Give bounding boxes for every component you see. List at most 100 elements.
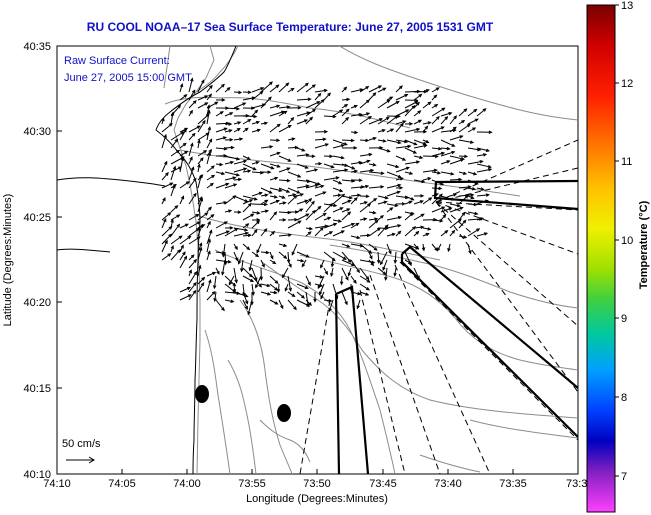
current-vector-head [258,191,263,196]
current-vector-head [208,138,213,143]
current-vector-head [203,150,208,154]
current-vector-head [211,290,216,295]
current-vector [395,85,403,93]
current-vector [170,139,178,149]
current-vector-head [187,294,192,298]
current-vector [467,228,480,237]
current-vector-head [299,208,304,212]
current-vector [188,282,197,293]
current-vector [359,283,370,291]
current-vector [368,227,381,237]
current-vector [161,134,167,149]
current-vector-head [358,178,363,182]
current-vector [215,259,231,263]
current-vector [170,150,180,157]
current-vector [368,220,379,229]
current-vector [206,183,214,189]
current-vector-head [273,290,278,295]
current-vector [413,102,420,109]
current-vector [215,111,224,117]
current-vector [197,175,202,189]
current-vector-head [172,165,177,170]
current-vector-head [401,202,406,206]
current-vector [377,147,390,152]
current-vector-head [285,82,290,87]
current-vector [350,235,360,239]
current-vector [269,163,280,168]
current-vector-head [196,236,201,240]
current-vector-head [207,238,211,243]
current-vector-head [238,90,243,95]
current-vector [206,291,216,301]
y-ticks [57,45,62,475]
y-tick-label: 40:25 [23,212,51,224]
current-vector-head [389,207,394,211]
current-vector-head [412,150,418,154]
current-vector [440,230,448,237]
current-vector-head [237,177,243,182]
current-vector [260,96,272,109]
current-vector [260,146,273,149]
current-vector-head [425,89,430,93]
current-vector-head [347,272,352,277]
current-vector [350,88,363,93]
y-tick-label: 40:20 [23,297,51,309]
current-vector-head [470,195,475,199]
current-vector-head [223,127,228,131]
current-vector [287,187,300,194]
current-vector-head [452,126,457,131]
current-vector-head [350,138,355,143]
current-vector [206,110,210,125]
current-vector-head [306,303,311,307]
current-vector [179,245,184,253]
current-vector [224,251,227,265]
current-vector [179,157,184,173]
current-vector-head [381,129,386,133]
current-vector [341,267,349,280]
current-vector [359,139,369,142]
current-vector-head [260,87,265,91]
current-vector-head [390,128,395,132]
current-vector [386,191,400,197]
current-vector [404,105,415,117]
current-vector [179,143,187,149]
current-vector-head [433,168,438,173]
current-vector [197,196,203,205]
current-vector [314,206,321,213]
current-vector-head [488,130,493,135]
current-vector [269,123,281,133]
current-vector-head [256,211,261,215]
current-vector [242,155,251,160]
current-vector-head [404,94,409,98]
current-vector [251,192,262,197]
current-vector [359,99,370,109]
current-vector [287,194,296,197]
current-vector-head [242,102,247,106]
current-vector [197,243,202,253]
current-vector-head [259,90,264,95]
current-vector-head [193,271,198,276]
current-vector [251,211,260,214]
current-vector-head [380,171,385,175]
current-vector-head [275,199,280,204]
current-vector-head [258,283,263,288]
current-vector-head [312,209,316,214]
current-vector [188,193,197,205]
current-vector [233,160,247,165]
current-vector [440,147,450,150]
current-vector-head [368,152,373,157]
current-vector [341,108,350,117]
current-vector [221,259,226,275]
current-vector [386,224,401,229]
current-vector [314,227,324,237]
current-vector-head [304,82,309,87]
current-vector [431,243,438,251]
current-vector [305,117,313,125]
current-vector [305,101,320,109]
site-marker [277,404,291,422]
current-vector [224,112,233,117]
current-vector-head [193,192,197,197]
current-vector [197,224,203,237]
current-vector [188,133,196,141]
current-vector-head [420,225,425,230]
